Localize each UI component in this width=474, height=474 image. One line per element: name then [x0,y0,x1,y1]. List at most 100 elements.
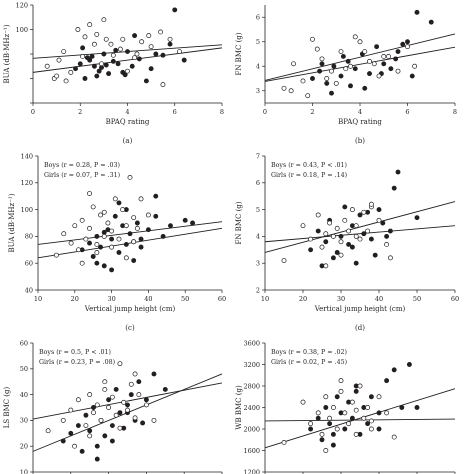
y-axis-label: FN BMC (g) [235,201,243,244]
girls-point [338,378,344,384]
y-tick-label: 3 [256,87,260,95]
boys-point [106,71,112,77]
boys-point [79,448,85,454]
boys-point [145,227,151,233]
boys-point [87,240,92,246]
girls-point [94,31,100,37]
girls-point [376,73,382,79]
girls-point [412,63,418,69]
boys-point [327,421,333,427]
girls-point [94,241,100,247]
girls-point [90,204,96,210]
y-tick-label: 20 [20,443,28,451]
boys-point [128,392,134,398]
stats-annotation: Boys (r = 0.38, P = .02) [271,349,347,356]
boys-point [73,66,78,72]
girls-point [151,417,157,423]
boys-point [172,7,178,13]
girls-point [384,410,390,416]
stats-annotation: Boys (r = 0.5, P < .01) [39,349,111,356]
x-tick-label: 8 [453,108,457,116]
y-axis-label: BUA (dB·MHz⁻¹) [8,193,16,252]
boys-point [94,443,100,449]
girls-point [102,379,108,385]
y-tick-label: 4 [256,233,260,241]
boys-point [393,56,399,62]
panel-label: (b) [355,137,365,145]
girls-point [148,44,154,50]
boys-point [340,54,346,59]
girls-point [117,425,123,431]
boys-point [116,200,122,206]
girls-point [323,394,329,400]
girls-point [131,239,137,245]
girls-point [45,428,51,434]
boys-point [388,66,394,72]
stats-annotation: Girls (r = 0.07, P = .31) [44,172,120,179]
girls-point [146,33,152,39]
girls-point [127,174,133,180]
girls-point [300,78,306,84]
boys-point [82,76,88,81]
girls-point [87,225,92,231]
girls-point [101,209,107,215]
boys-point [338,73,344,79]
girls-point [91,410,96,416]
girls-point [145,212,151,218]
girls-point [357,383,363,389]
girls-point [338,49,344,55]
girls-point [333,80,339,86]
boys-point [132,33,138,39]
girls-point [353,407,359,413]
x-tick-label: 0 [31,108,35,116]
girls-point [120,36,126,42]
boys-point [153,213,159,219]
boys-point [122,72,128,78]
girls-point [128,381,134,387]
boys-point [84,55,90,61]
girls-point [305,93,311,99]
panel-label: (d) [355,324,365,332]
girls-point [334,225,340,231]
boys-point [101,229,107,235]
chart-panel: 10 20 30 40 50 60 40 60 80 100 120 140 Vertical jump… [8,152,226,332]
x-tick-label: 2 [78,108,82,116]
boys-point [96,68,102,74]
chart-panel: 10 20 30 40 50 60 LS BMC (g) Boys (r = 0.5, P <… [3,339,223,474]
x-tick-label: 60 [451,295,459,303]
girls-point [76,247,81,253]
y-tick-label: 6 [256,14,260,22]
boys-point [352,66,358,72]
girls-point [291,61,296,67]
girls-point [109,228,115,234]
girls-point [362,49,368,55]
girls-point [125,68,130,74]
girls-point [68,240,74,246]
boys-point [138,236,144,242]
girls-point [327,220,333,226]
regression-line [264,201,456,253]
boys-point [323,405,329,410]
boys-point [308,247,314,253]
boys-point [116,250,122,255]
girls-point [352,34,358,40]
girls-point [376,217,382,223]
girls-point [368,418,374,424]
girls-point [139,39,145,45]
girls-point [132,415,138,421]
boys-point [117,410,123,416]
x-tick-label: 40 [144,295,152,303]
girls-point [98,417,104,423]
girls-point [143,402,149,408]
boys-point [140,420,146,426]
girls-point [314,46,320,52]
regression-line [264,225,456,243]
y-tick-label: 2800 [243,382,260,390]
x-tick-label: 8 [220,108,224,116]
girls-point [72,223,78,229]
boys-point [87,428,93,434]
girls-point [82,34,88,40]
boys-point [136,56,142,62]
girls-point [105,220,111,226]
